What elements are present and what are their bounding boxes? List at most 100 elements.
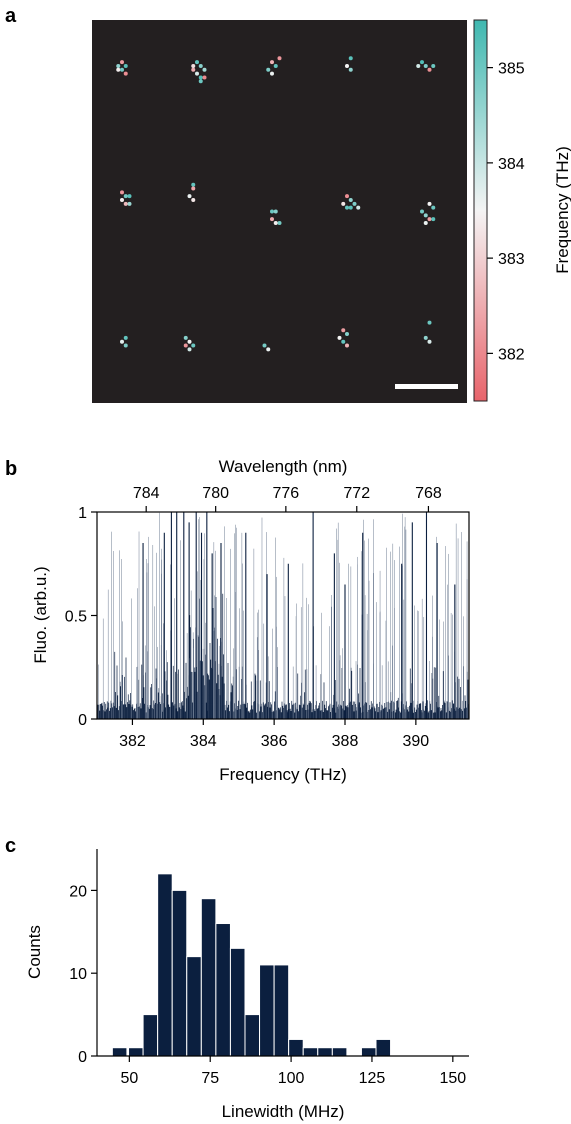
emitter-point — [270, 60, 274, 65]
histogram-bar — [171, 889, 188, 1057]
emitter-point — [123, 201, 128, 206]
emitter-point — [427, 67, 432, 72]
emitter-point — [120, 190, 124, 195]
histogram-bar — [360, 1047, 377, 1057]
emitter-point — [341, 328, 346, 333]
emitter-point — [431, 63, 436, 68]
emitter-point — [266, 347, 271, 352]
top-x-tick-label: 784 — [133, 485, 160, 502]
emitter-point — [123, 194, 128, 199]
emitter-point — [195, 71, 199, 76]
emitter-point — [270, 71, 274, 76]
emitter-point — [191, 63, 196, 68]
emitter-point — [277, 56, 282, 61]
emitter-point — [431, 205, 436, 210]
histogram-bar — [244, 1014, 261, 1057]
emitter-point — [348, 205, 353, 210]
emitter-point — [191, 67, 196, 72]
emitter-point — [191, 198, 196, 203]
emitter-point — [423, 63, 428, 68]
emitter-point — [427, 217, 432, 222]
panel-b-spectrum-lines — [97, 512, 470, 719]
emitter-point — [431, 217, 436, 222]
emitter-point — [345, 343, 349, 348]
emitter-point — [273, 220, 278, 225]
emitter-point — [427, 201, 432, 206]
panel-b-ylabel: Fluo. (arb.u.) — [31, 566, 50, 663]
x-tick-label: 50 — [120, 1070, 138, 1087]
emitter-point — [191, 186, 196, 191]
y-tick-label: 1 — [78, 505, 87, 522]
histogram-bar — [215, 923, 231, 1057]
y-tick-label: 10 — [69, 966, 87, 983]
emitter-point — [420, 60, 424, 65]
emitter-point — [345, 205, 349, 210]
emitter-point — [116, 67, 121, 72]
emitter-point — [345, 63, 349, 68]
panel-b-axes: 382 384 386 388 390 0 0.5 1 784 780 776 772 768 — [65, 485, 442, 750]
panel-b-xlabel: Frequency (THz) — [219, 765, 347, 784]
panel-a-scatter: 382 383 384 385 Frequency (THz) — [92, 19, 571, 403]
y-tick-label: 0.5 — [65, 609, 87, 626]
emitter-point — [120, 67, 124, 72]
emitter-point — [191, 343, 196, 348]
emitter-point — [187, 194, 192, 199]
colorbar-tick-label: 385 — [498, 61, 525, 78]
emitter-point — [356, 205, 361, 210]
panel-c-histogram: 50 75 100 125 150 0 10 20 Linewidth (MHz) Count… — [25, 849, 469, 1121]
emitter-point — [266, 67, 271, 72]
colorbar — [473, 19, 488, 402]
emitter-point — [423, 335, 428, 340]
emitter-point — [270, 217, 274, 222]
emitter-point — [183, 335, 188, 340]
colorbar-tick-label: 384 — [498, 156, 525, 173]
emitter-point — [123, 335, 128, 340]
x-tick-label: 150 — [439, 1070, 466, 1087]
histogram-bar — [111, 1047, 128, 1057]
emitter-point — [191, 182, 196, 187]
panel-c-ylabel: Counts — [25, 925, 44, 979]
emitter-point — [202, 67, 207, 72]
top-x-tick-label: 776 — [272, 485, 299, 502]
histogram-bar — [302, 1047, 319, 1057]
colorbar-label: Frequency (THz) — [553, 146, 571, 274]
emitter-point — [348, 67, 353, 72]
colorbar-tick-label: 383 — [498, 251, 525, 268]
panel-b-spectrum: 382 384 386 388 390 0 0.5 1 784 780 776 772 768 Wave… — [31, 457, 470, 784]
emitter-point — [420, 209, 424, 214]
emitter-point — [120, 198, 124, 203]
emitter-point — [416, 63, 421, 68]
emitter-point — [352, 201, 357, 206]
top-x-tick-label: 780 — [202, 485, 229, 502]
emitter-point — [123, 71, 128, 76]
histogram-bar — [142, 1014, 159, 1057]
panel-label-b: b — [5, 458, 17, 480]
top-x-tick-label: 772 — [343, 485, 370, 502]
emitter-point — [187, 347, 192, 352]
emitter-point — [273, 209, 278, 214]
histogram-bar — [259, 964, 275, 1057]
emitter-point — [345, 332, 349, 337]
colorbar-ticks: 382 383 384 385 — [487, 61, 525, 363]
emitter-point — [341, 339, 346, 344]
x-tick-label: 384 — [190, 733, 217, 750]
y-tick-label: 0 — [78, 712, 87, 729]
y-tick-label: 20 — [69, 883, 87, 900]
panel-a-background — [92, 20, 467, 403]
emitter-point — [262, 343, 267, 348]
emitter-point — [198, 75, 203, 80]
emitter-point — [341, 201, 346, 206]
panel-c-xlabel: Linewidth (MHz) — [222, 1102, 345, 1121]
emitter-point — [123, 343, 128, 348]
emitter-point — [337, 335, 342, 340]
emitter-point — [127, 201, 132, 206]
x-tick-label: 388 — [332, 733, 359, 750]
emitter-point — [273, 63, 278, 68]
histogram-bar — [288, 1038, 304, 1057]
emitter-point — [277, 220, 282, 225]
histogram-bar — [128, 1047, 144, 1057]
emitter-point — [120, 339, 124, 344]
emitter-point — [348, 56, 353, 61]
emitter-point — [198, 63, 203, 68]
x-tick-label: 382 — [119, 733, 146, 750]
